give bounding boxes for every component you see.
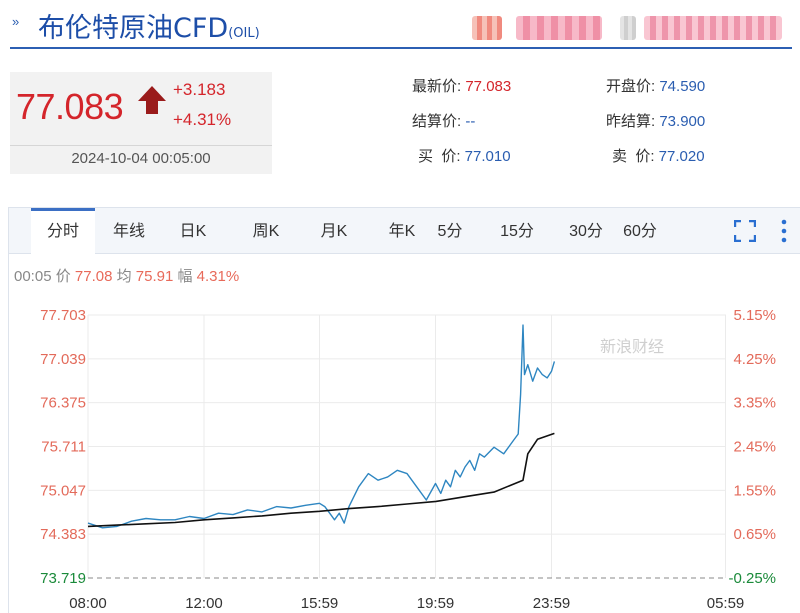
- tab-monthly-k[interactable]: 月K: [320, 223, 348, 240]
- instrument-code: (OIL): [228, 26, 260, 41]
- tab-year-line[interactable]: 年线: [112, 223, 145, 240]
- instrument-name: 布伦特原油CFD: [38, 13, 229, 44]
- blurred-logo-image[interactable]: [472, 16, 502, 40]
- blurred-phone-icon[interactable]: [620, 16, 636, 40]
- field-latest: 最新价: 77.083: [412, 75, 511, 96]
- y-left-tick-label: 77.703: [40, 307, 86, 324]
- fullscreen-icon[interactable]: [734, 220, 756, 242]
- y-right-tick-label: 0.65%: [733, 526, 776, 543]
- header-divider: [10, 47, 792, 49]
- chart-grid: [87, 314, 727, 579]
- quote-box: 77.083 +3.183 +4.31% 2024-10-04 00:05:00: [10, 72, 272, 174]
- x-axis-labels: 08:00 12:00 15:59 19:59 23:59 05:59: [69, 595, 744, 612]
- field-value: --: [465, 113, 476, 130]
- y-axis-labels: 77.703 5.15% 77.039 4.25% 76.375 3.35% 75.711 2…: [40, 307, 776, 587]
- field-label: 开盘价:: [606, 78, 660, 95]
- tab-weekly-k[interactable]: 周K: [252, 223, 280, 240]
- field-open: 开盘价: 74.590: [606, 75, 705, 96]
- tab-5min[interactable]: 5分: [437, 223, 463, 240]
- intraday-chart[interactable]: 新浪财经 77.703 5.15% 77.039 4.25% 76.375 3.35% 75…: [0, 290, 800, 613]
- price-change: +3.183: [173, 80, 226, 99]
- y-left-tick-label: 75.711: [41, 439, 86, 456]
- info-price-label: 价: [51, 268, 75, 285]
- up-arrow-icon: [138, 86, 166, 114]
- field-value: 74.590: [659, 78, 706, 95]
- field-value: 77.020: [658, 148, 705, 165]
- chart-panel: 分时 年线 日K 周K 月K 年K 5分 15分 30分 60分: [8, 207, 800, 613]
- y-left-tick-label: 73.719: [40, 570, 86, 587]
- field-prev-settle: 昨结算: 73.900: [606, 110, 705, 131]
- field-label: 结算价:: [412, 113, 466, 130]
- chart-lines: [87, 324, 556, 529]
- x-tick-label: 19:59: [417, 595, 455, 612]
- y-right-tick-label: 3.35%: [733, 395, 776, 412]
- chart-tabs: 分时 年线 日K 周K 月K 年K 5分 15分 30分 60分: [9, 208, 800, 255]
- watermark-text: 新浪财经: [600, 337, 664, 356]
- info-time: 00:05: [14, 268, 52, 285]
- tab-daily-k[interactable]: 日K: [179, 223, 207, 240]
- field-ask: 卖 价: 77.020: [612, 145, 705, 166]
- quote-time: 2024-10-04 00:05:00: [10, 145, 272, 167]
- sina-watermark: 新浪财经: [600, 337, 664, 356]
- field-label: 买 价:: [418, 148, 465, 165]
- field-settle: 结算价: --: [412, 110, 475, 131]
- y-right-tick-label: -0.25%: [728, 570, 776, 587]
- info-amp: 4.31%: [196, 268, 240, 285]
- field-value: 77.083: [465, 78, 512, 95]
- y-left-tick-label: 75.047: [40, 482, 86, 499]
- blurred-link-image[interactable]: [644, 16, 782, 40]
- x-tick-label: 23:59: [533, 595, 571, 612]
- tab-15min[interactable]: 15分: [500, 223, 534, 240]
- y-right-tick-label: 4.25%: [733, 351, 776, 368]
- field-label: 卖 价:: [612, 148, 659, 165]
- y-left-tick-label: 74.383: [40, 526, 86, 543]
- tab-yearly-k[interactable]: 年K: [388, 223, 416, 240]
- blurred-link-image[interactable]: [516, 16, 602, 40]
- x-tick-label: 15:59: [301, 595, 339, 612]
- field-bid: 买 价: 77.010: [418, 145, 511, 166]
- average-price-line: [87, 432, 555, 528]
- price-change-percent: +4.31%: [173, 110, 232, 129]
- cursor-info-bar: 00:05 价 77.08 均 75.91 幅 4.31%: [14, 265, 239, 286]
- x-tick-label: 05:59: [707, 595, 745, 612]
- more-vertical-icon[interactable]: [779, 219, 789, 243]
- price-line: [87, 324, 556, 529]
- last-price: 77.083: [16, 86, 124, 127]
- page-title: 布伦特原油CFD(OIL): [38, 6, 260, 45]
- tab-intraday[interactable]: 分时: [31, 208, 95, 255]
- y-left-tick-label: 76.375: [40, 395, 86, 412]
- field-label: 最新价:: [412, 78, 466, 95]
- header: » 布伦特原油CFD(OIL): [12, 6, 800, 46]
- info-amp-label: 幅: [173, 268, 197, 285]
- field-label: 昨结算:: [606, 113, 660, 130]
- y-right-tick-label: 2.45%: [733, 439, 776, 456]
- info-avg: 75.91: [135, 268, 174, 285]
- field-value: 77.010: [464, 148, 511, 165]
- y-right-tick-label: 5.15%: [733, 307, 776, 324]
- double-chevron-icon: »: [12, 14, 19, 29]
- y-right-tick-label: 1.55%: [733, 482, 776, 499]
- tab-30min[interactable]: 30分: [569, 223, 603, 240]
- x-tick-label: 12:00: [185, 595, 223, 612]
- y-left-tick-label: 77.039: [40, 351, 86, 368]
- tab-60min[interactable]: 60分: [623, 223, 657, 240]
- info-price: 77.08: [74, 268, 113, 285]
- field-value: 73.900: [659, 113, 706, 130]
- info-avg-label: 均: [112, 268, 136, 285]
- x-tick-label: 08:00: [69, 595, 107, 612]
